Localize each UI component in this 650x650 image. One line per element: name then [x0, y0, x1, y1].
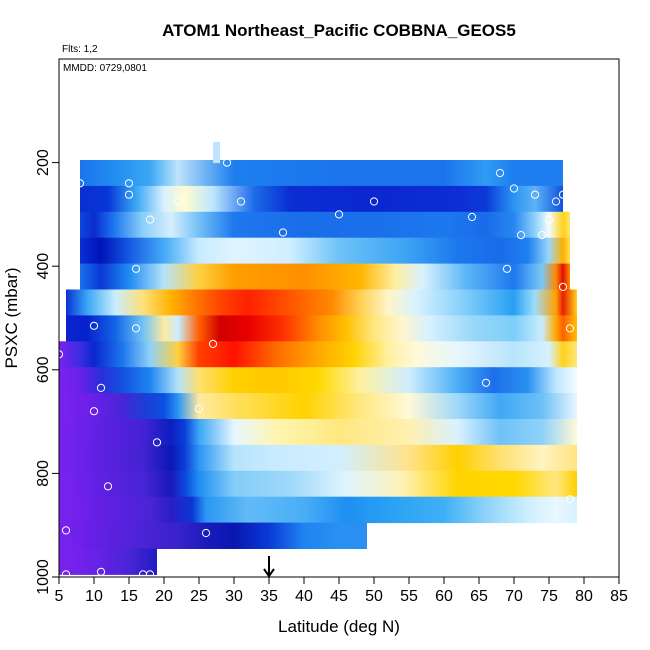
observation-point: [96, 567, 106, 576]
x-tick-label: 50: [365, 588, 383, 605]
observation-point: [467, 212, 477, 222]
observation-point: [544, 215, 554, 224]
x-tick-label: 85: [610, 588, 628, 605]
observation-point: [495, 168, 505, 178]
heatmap-row: [213, 141, 220, 164]
observation-point: [194, 404, 204, 413]
heatmap-row: [80, 185, 563, 213]
observation-point: [201, 528, 211, 538]
y-tick-label: 800: [35, 460, 52, 487]
observation-point: [152, 438, 162, 447]
chart-title: ATOM1 Northeast_Pacific COBBNA_GEOS5: [162, 21, 516, 40]
observation-point: [222, 158, 232, 167]
heatmap-row: [59, 496, 577, 524]
x-axis: 5 10 15 20 25 30 35 40 45 50 55 60 65 70 75 80 85: [55, 576, 628, 605]
observation-point: [75, 179, 85, 188]
flights-annotation: Flts: 1,2: [62, 44, 98, 55]
observation-point: [551, 197, 561, 206]
mmdd-annotation: MMDD: 0729,0801: [63, 63, 147, 74]
x-tick-label: 45: [330, 588, 348, 605]
y-axis-label: PSXC (mbar): [2, 267, 21, 368]
observation-point: [145, 570, 155, 579]
observation-point: [278, 228, 288, 237]
observation-point: [124, 179, 134, 188]
observation-point: [131, 324, 141, 333]
observation-point: [565, 324, 575, 333]
x-axis-label: Latitude (deg N): [278, 617, 400, 636]
observation-point: [530, 190, 540, 199]
x-tick-label: 15: [120, 588, 138, 605]
observation-point: [369, 197, 379, 206]
y-axis: 200 400 600 800 1000: [35, 149, 60, 595]
observation-point: [96, 383, 106, 392]
observation-point: [502, 264, 512, 273]
y-tick-label: 600: [35, 356, 52, 383]
observation-point: [145, 215, 155, 224]
x-tick-label: 10: [85, 588, 103, 605]
observation-point: [89, 321, 99, 330]
heatmap-row: [80, 160, 563, 187]
heatmap-cells: [59, 141, 577, 575]
x-tick-label: 75: [540, 588, 558, 605]
marker-head: [263, 568, 275, 578]
y-tick-label: 200: [35, 149, 52, 176]
heatmap-row: [59, 419, 577, 446]
x-tick-label: 30: [225, 588, 243, 605]
heatmap-row: [59, 341, 577, 368]
observation-point: [131, 264, 141, 273]
heatmap-row: [59, 367, 577, 394]
heatmap-row: [59, 444, 577, 472]
observation-point: [516, 231, 526, 240]
heatmap-row: [80, 237, 570, 265]
observation-point: [103, 482, 113, 491]
x-tick-label: 55: [400, 588, 418, 605]
observation-point: [558, 282, 568, 291]
heatmap-row: [59, 522, 367, 549]
heatmap-row: [59, 470, 577, 498]
observation-point: [236, 197, 246, 206]
heatmap-row: [80, 211, 570, 239]
x-tick-label: 35: [260, 588, 278, 605]
observation-point: [208, 339, 218, 348]
x-tick-label: 65: [470, 588, 488, 605]
observation-point: [89, 407, 99, 416]
observation-point: [558, 190, 568, 199]
x-tick-label: 20: [155, 588, 173, 605]
heatmap-row: [66, 315, 577, 342]
y-tick-label: 400: [35, 253, 52, 280]
observation-point: [61, 570, 71, 579]
observation-point: [334, 210, 344, 219]
heatmap-row: [59, 548, 157, 575]
x-tick-label: 80: [575, 588, 593, 605]
observation-point: [509, 184, 519, 193]
y-tick-label: 1000: [35, 559, 52, 595]
x-tick-label: 25: [190, 588, 208, 605]
x-tick-label: 40: [295, 588, 313, 605]
observation-point: [124, 190, 134, 199]
heatmap-row: [80, 263, 570, 290]
x-tick-label: 70: [505, 588, 523, 605]
latitude-marker-arrow: [263, 556, 275, 578]
heatmap-row: [59, 393, 577, 420]
x-tick-label: 60: [435, 588, 453, 605]
observation-point: [481, 378, 491, 387]
observation-point: [565, 495, 575, 504]
observation-point: [61, 526, 71, 535]
observation-point: [537, 231, 547, 240]
observation-point: [173, 197, 183, 206]
heatmap-row: [66, 289, 577, 316]
x-tick-label: 5: [55, 588, 64, 605]
